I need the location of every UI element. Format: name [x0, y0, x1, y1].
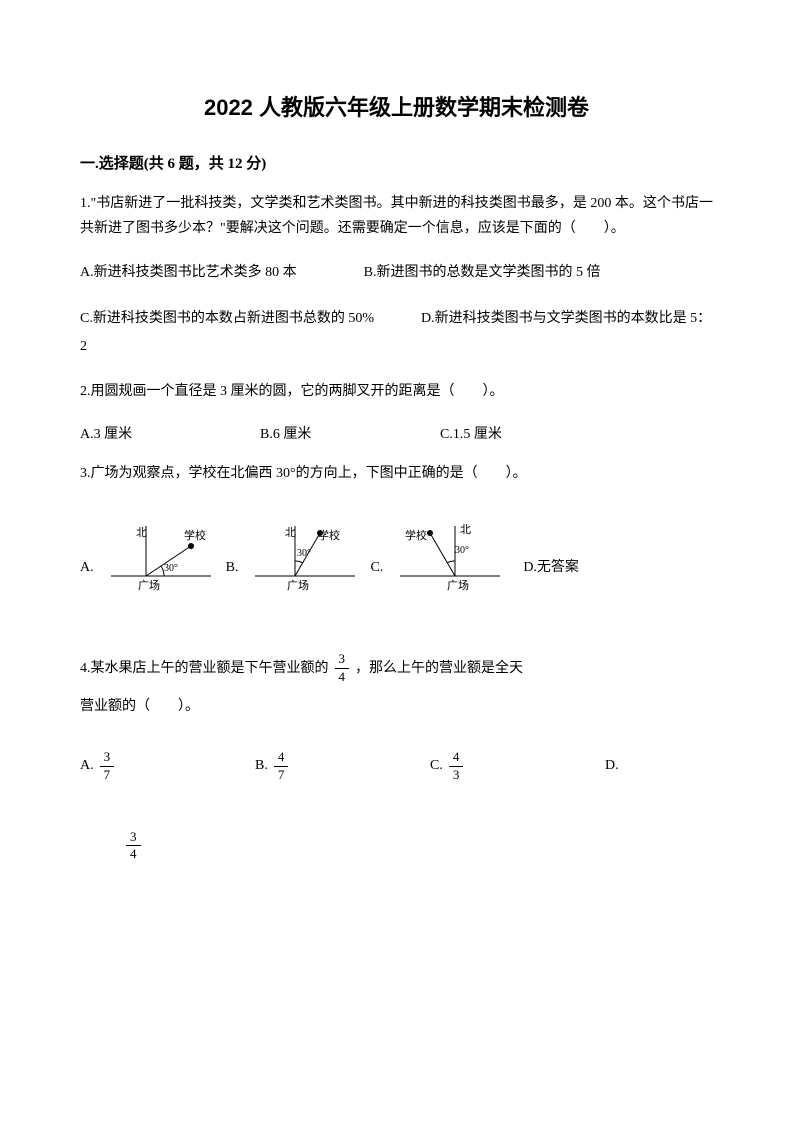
q4-optC-label: C.: [430, 758, 443, 774]
q4-fracB: 4 7: [274, 749, 289, 784]
q4-fracC: 4 3: [449, 749, 464, 784]
section-header: 一.选择题(共 6 题，共 12 分): [80, 152, 713, 173]
fracA-den: 7: [100, 767, 115, 784]
q3-optB-wrap: B. 北 学校 30° 广场: [226, 511, 361, 606]
frac-num: 3: [335, 651, 350, 669]
school-label-c: 学校: [405, 528, 427, 542]
school-label: 学校: [184, 528, 206, 542]
q2-optC: C.1.5 厘米: [440, 423, 620, 443]
q3-optC-wrap: C. 北 学校 30° 广场: [370, 511, 505, 606]
square-label-c: 广场: [447, 578, 469, 592]
q4-line1: 4.某水果店上午的营业额是下午营业额的 3 4 ，那么上午的营业额是全天: [80, 651, 713, 686]
q3-text: 3.广场为观察点，学校在北偏西 30°的方向上，下图中正确的是（ ）。: [80, 461, 713, 486]
q4-fracA: 3 7: [100, 749, 115, 784]
q3-optA-label: A.: [80, 560, 94, 606]
q1-options-2: C.新进科技类图书的本数占新进图书总数的 50% D.新进科技类图书与文学类图书…: [80, 305, 713, 361]
q3-optC-label: C.: [370, 560, 383, 606]
q1-optC: C.新进科技类图书的本数占新进图书总数的 50%: [80, 311, 374, 326]
q4-optD-frac-wrap: 3 4: [120, 829, 713, 864]
square-label: 广场: [138, 578, 160, 592]
q4-optD: D.: [605, 758, 619, 774]
q4-optA-label: A.: [80, 758, 94, 774]
north-label-b: 北: [285, 526, 296, 539]
page-title: 2022 人教版六年级上册数学期末检测卷: [80, 90, 713, 122]
q4-optB-label: B.: [255, 758, 268, 774]
q2-options: A.3 厘米 B.6 厘米 C.1.5 厘米: [80, 423, 713, 443]
fracC-den: 3: [449, 767, 464, 784]
fracC-num: 4: [449, 749, 464, 767]
q4-text-before: 4.某水果店上午的营业额是下午营业额的: [80, 656, 329, 681]
fracA-num: 3: [100, 749, 115, 767]
q3-optD: D.无答案: [523, 560, 579, 575]
angle-label-b: 30°: [297, 548, 311, 559]
frac-den: 4: [335, 669, 350, 686]
q4-text-after: ，那么上午的营业额是全天: [355, 656, 523, 681]
north-label: 北: [136, 526, 147, 539]
north-label-c: 北: [460, 523, 471, 536]
q1-text: 1."书店新进了一批科技类，文学类和艺术类图书。其中新进的科技类图书最多，是 2…: [80, 191, 713, 241]
q3-optB-label: B.: [226, 560, 239, 606]
q4-fraction-main: 3 4: [335, 651, 350, 686]
q3-optD-wrap: D.无答案: [523, 556, 579, 606]
q1-options: A.新进科技类图书比艺术类多 80 本 B.新进图书的总数是文学类图书的 5 倍: [80, 259, 713, 287]
square-label-b: 广场: [287, 578, 309, 592]
q3-diagram-b: 北 学校 30° 广场: [240, 511, 360, 606]
q4-fracD: 3 4: [126, 829, 141, 864]
q1-optA: A.新进科技类图书比艺术类多 80 本: [80, 265, 297, 280]
q2-optA: A.3 厘米: [80, 423, 260, 443]
q3-diagram-c: 北 学校 30° 广场: [385, 511, 505, 606]
q4-optA: A. 3 7: [80, 749, 255, 784]
fracD-den: 4: [126, 846, 141, 863]
angle-label: 30°: [164, 563, 178, 574]
q4-optD-label: D.: [605, 758, 619, 774]
q3-diagrams: A. 北 学校 30° 广场 B. 北 学校 30° 广场 C.: [80, 511, 713, 606]
q2-text: 2.用圆规画一个直径是 3 厘米的圆，它的两脚叉开的距离是（ ）。: [80, 379, 713, 404]
q4-optB: B. 4 7: [255, 749, 430, 784]
q4-optC: C. 4 3: [430, 749, 605, 784]
q3-optA-wrap: A. 北 学校 30° 广场: [80, 511, 216, 606]
school-label-b: 学校: [318, 528, 340, 542]
q1-optB: B.新进图书的总数是文学类图书的 5 倍: [364, 265, 601, 280]
fracB-num: 4: [274, 749, 289, 767]
fracB-den: 7: [274, 767, 289, 784]
q4-line2: 营业额的（ ）。: [80, 694, 713, 719]
fracD-num: 3: [126, 829, 141, 847]
angle-label-c: 30°: [455, 545, 469, 556]
q4-options: A. 3 7 B. 4 7 C. 4 3 D.: [80, 749, 713, 784]
q2-optB: B.6 厘米: [260, 423, 440, 443]
q3-diagram-a: 北 学校 30° 广场: [96, 511, 216, 606]
